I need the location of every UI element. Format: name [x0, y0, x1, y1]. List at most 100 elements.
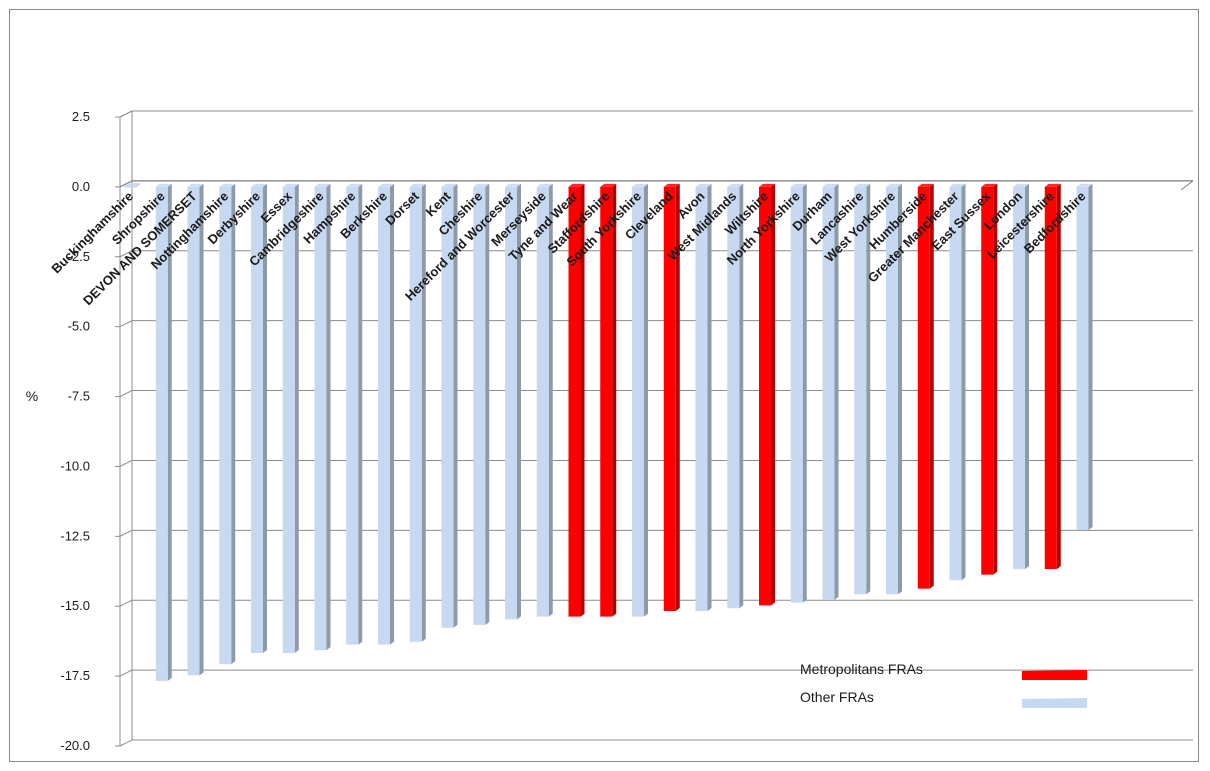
bar-side [929, 183, 934, 589]
legend-label: Metropolitans FRAs [800, 661, 923, 677]
bar-side [199, 183, 204, 676]
bar-side [612, 183, 617, 617]
bar [409, 183, 426, 642]
bar-side [1025, 183, 1029, 570]
bar-front [473, 186, 486, 625]
bar-front [1013, 186, 1025, 570]
bar-cap [949, 183, 966, 187]
bar [949, 183, 966, 581]
bar-side [644, 183, 648, 617]
bar-side [1056, 183, 1061, 570]
bar-cap [981, 183, 998, 187]
legend-swatch [1022, 670, 1087, 680]
bar-front [981, 186, 994, 575]
bar-front [949, 186, 962, 581]
y-tick-label: -15.0 [60, 598, 90, 613]
y-tick-label: 0.0 [72, 179, 90, 194]
legend-item: Metropolitans FRAs [800, 661, 1087, 680]
bar-front [219, 186, 232, 665]
bar-cap [314, 183, 331, 187]
bar-front [759, 186, 771, 606]
bar-front [917, 186, 930, 589]
bar [917, 183, 934, 589]
bar-side [136, 183, 140, 187]
bar-cap [790, 183, 807, 187]
bar-front [568, 186, 581, 617]
bar-cap [505, 183, 521, 187]
bar [568, 183, 585, 617]
bar [314, 183, 331, 651]
bar-side [771, 183, 775, 606]
bar-cap [695, 183, 712, 187]
y-axis-ticks: -20.0 -17.5 -15.0 -12.5 -10.0 -7.5 -5.0 -2.5 0.0… [60, 109, 90, 753]
bar [282, 183, 299, 653]
bar-side [1088, 183, 1093, 530]
bar [600, 183, 617, 617]
bar-cap [409, 183, 426, 187]
chart-frame [9, 9, 1199, 762]
bar [124, 183, 140, 188]
bar-side [898, 183, 902, 595]
bar-front [663, 186, 676, 612]
y-tick-label: -20.0 [60, 738, 90, 753]
bar-cap [1076, 183, 1093, 187]
bar-front [536, 186, 549, 617]
bar [790, 183, 807, 603]
bar [727, 183, 744, 609]
bar-side [485, 183, 490, 625]
bar-front [124, 186, 136, 188]
bar [473, 183, 490, 625]
bar-cap [632, 183, 648, 187]
bar-side [834, 183, 839, 600]
bar [441, 183, 458, 628]
bar-cap [568, 183, 585, 187]
bar-cap [822, 183, 839, 187]
bar-cap [346, 183, 363, 187]
bar-cap [727, 183, 744, 187]
bar-cap [600, 183, 617, 187]
bar-side [421, 183, 426, 642]
bar-side [263, 183, 267, 653]
bar-front [505, 186, 517, 620]
bar-side [390, 183, 394, 645]
bar [759, 183, 775, 606]
y-tick-label: -12.5 [60, 528, 90, 543]
bar-front [314, 186, 327, 651]
bar-front [441, 186, 454, 628]
bar-cap [124, 183, 140, 187]
bar-cap [473, 183, 490, 187]
bar-cap [1044, 183, 1061, 187]
bar [536, 183, 553, 617]
bar-front [632, 186, 644, 617]
bar-cap [282, 183, 299, 187]
bar [886, 183, 902, 595]
bar-cap [251, 183, 267, 187]
bar-front [886, 186, 898, 595]
bar [632, 183, 648, 617]
bar-front [378, 186, 390, 645]
bars [124, 183, 1093, 681]
y-tick-label: 2.5 [72, 109, 90, 124]
bar-cap [759, 183, 775, 187]
bar-side [993, 183, 998, 575]
bar [822, 183, 839, 600]
bar [155, 183, 172, 681]
bar-front [1076, 186, 1089, 530]
legend: Metropolitans FRAs Other FRAs [800, 661, 1087, 708]
y-tick-label: -5.0 [68, 319, 90, 334]
bar [981, 183, 998, 575]
bar-side [517, 183, 521, 620]
bar-front [346, 186, 359, 645]
bar-side [231, 183, 236, 665]
bar-cap [854, 183, 871, 187]
bar-front [409, 186, 422, 642]
bar-cap [536, 183, 553, 187]
bar-cap [155, 183, 172, 187]
bar-side [802, 183, 807, 603]
bar [1076, 183, 1093, 530]
bar-cap [886, 183, 902, 187]
y-tick-label: -17.5 [60, 668, 90, 683]
bar [505, 183, 521, 620]
bar-front [282, 186, 295, 653]
bar-front [1044, 186, 1057, 570]
